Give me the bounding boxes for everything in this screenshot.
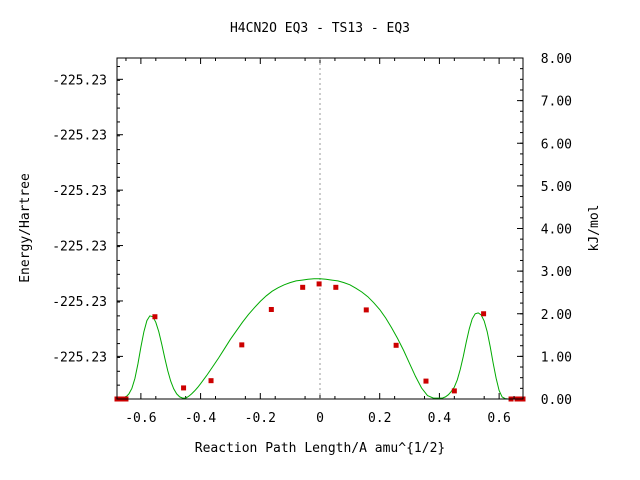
y-left-tick-label: -225.23	[52, 240, 107, 255]
x-tick-label: 0.4	[428, 411, 452, 426]
x-tick-label: 0.2	[368, 411, 391, 426]
y-right-tick-label: 2.00	[541, 308, 572, 323]
data-point-marker	[363, 307, 369, 313]
y-right-tick-label: 4.00	[541, 223, 572, 238]
data-point-marker	[208, 378, 214, 384]
data-point-marker	[268, 306, 274, 312]
y-left-tick-label: -225.23	[52, 129, 107, 144]
data-point-marker	[181, 385, 187, 391]
data-point-marker	[333, 284, 339, 290]
x-tick-label: -0.4	[185, 411, 216, 426]
y2-axis-label: kJ/mol	[587, 205, 602, 252]
x-axis-label: Reaction Path Length/A amu^{1/2}	[195, 441, 445, 456]
x-tick-label: -0.6	[125, 411, 156, 426]
y-left-tick-label: -225.23	[52, 295, 107, 310]
data-point-marker	[393, 342, 399, 348]
y-left-tick-label: -225.23	[52, 73, 107, 88]
y-left-tick-label: -225.23	[52, 350, 107, 365]
chart-title: H4CN2O EQ3 - TS13 - EQ3	[230, 21, 410, 36]
y-right-tick-label: 0.00	[541, 393, 572, 408]
y-right-tick-label: 7.00	[541, 95, 572, 110]
data-point-marker	[451, 388, 457, 394]
y-right-tick-label: 5.00	[541, 180, 572, 195]
y-right-tick-label: 8.00	[541, 52, 572, 67]
data-point-marker	[423, 378, 429, 384]
x-tick-label: 0.6	[487, 411, 510, 426]
y-left-tick-label: -225.23	[52, 184, 107, 199]
data-point-marker	[300, 284, 306, 290]
y-right-tick-label: 3.00	[541, 265, 572, 280]
plot-frame	[116, 57, 524, 400]
y-right-tick-label: 1.00	[541, 350, 572, 365]
energy-curve-line	[117, 278, 523, 400]
x-tick-label: -0.2	[245, 411, 276, 426]
data-point-marker	[152, 314, 158, 320]
data-point-marker	[316, 281, 322, 287]
x-tick-label: 0	[316, 411, 324, 426]
data-point-marker	[481, 311, 487, 317]
axis-ticks: -0.6 -0.4 -0.2 0 0.2 0.4 0.6 -225.23 -225.23 -225…	[52, 52, 572, 426]
y-axis-label: Energy/Hartree	[18, 173, 33, 283]
y-right-tick-label: 6.00	[541, 137, 572, 152]
data-point-marker	[239, 342, 245, 348]
